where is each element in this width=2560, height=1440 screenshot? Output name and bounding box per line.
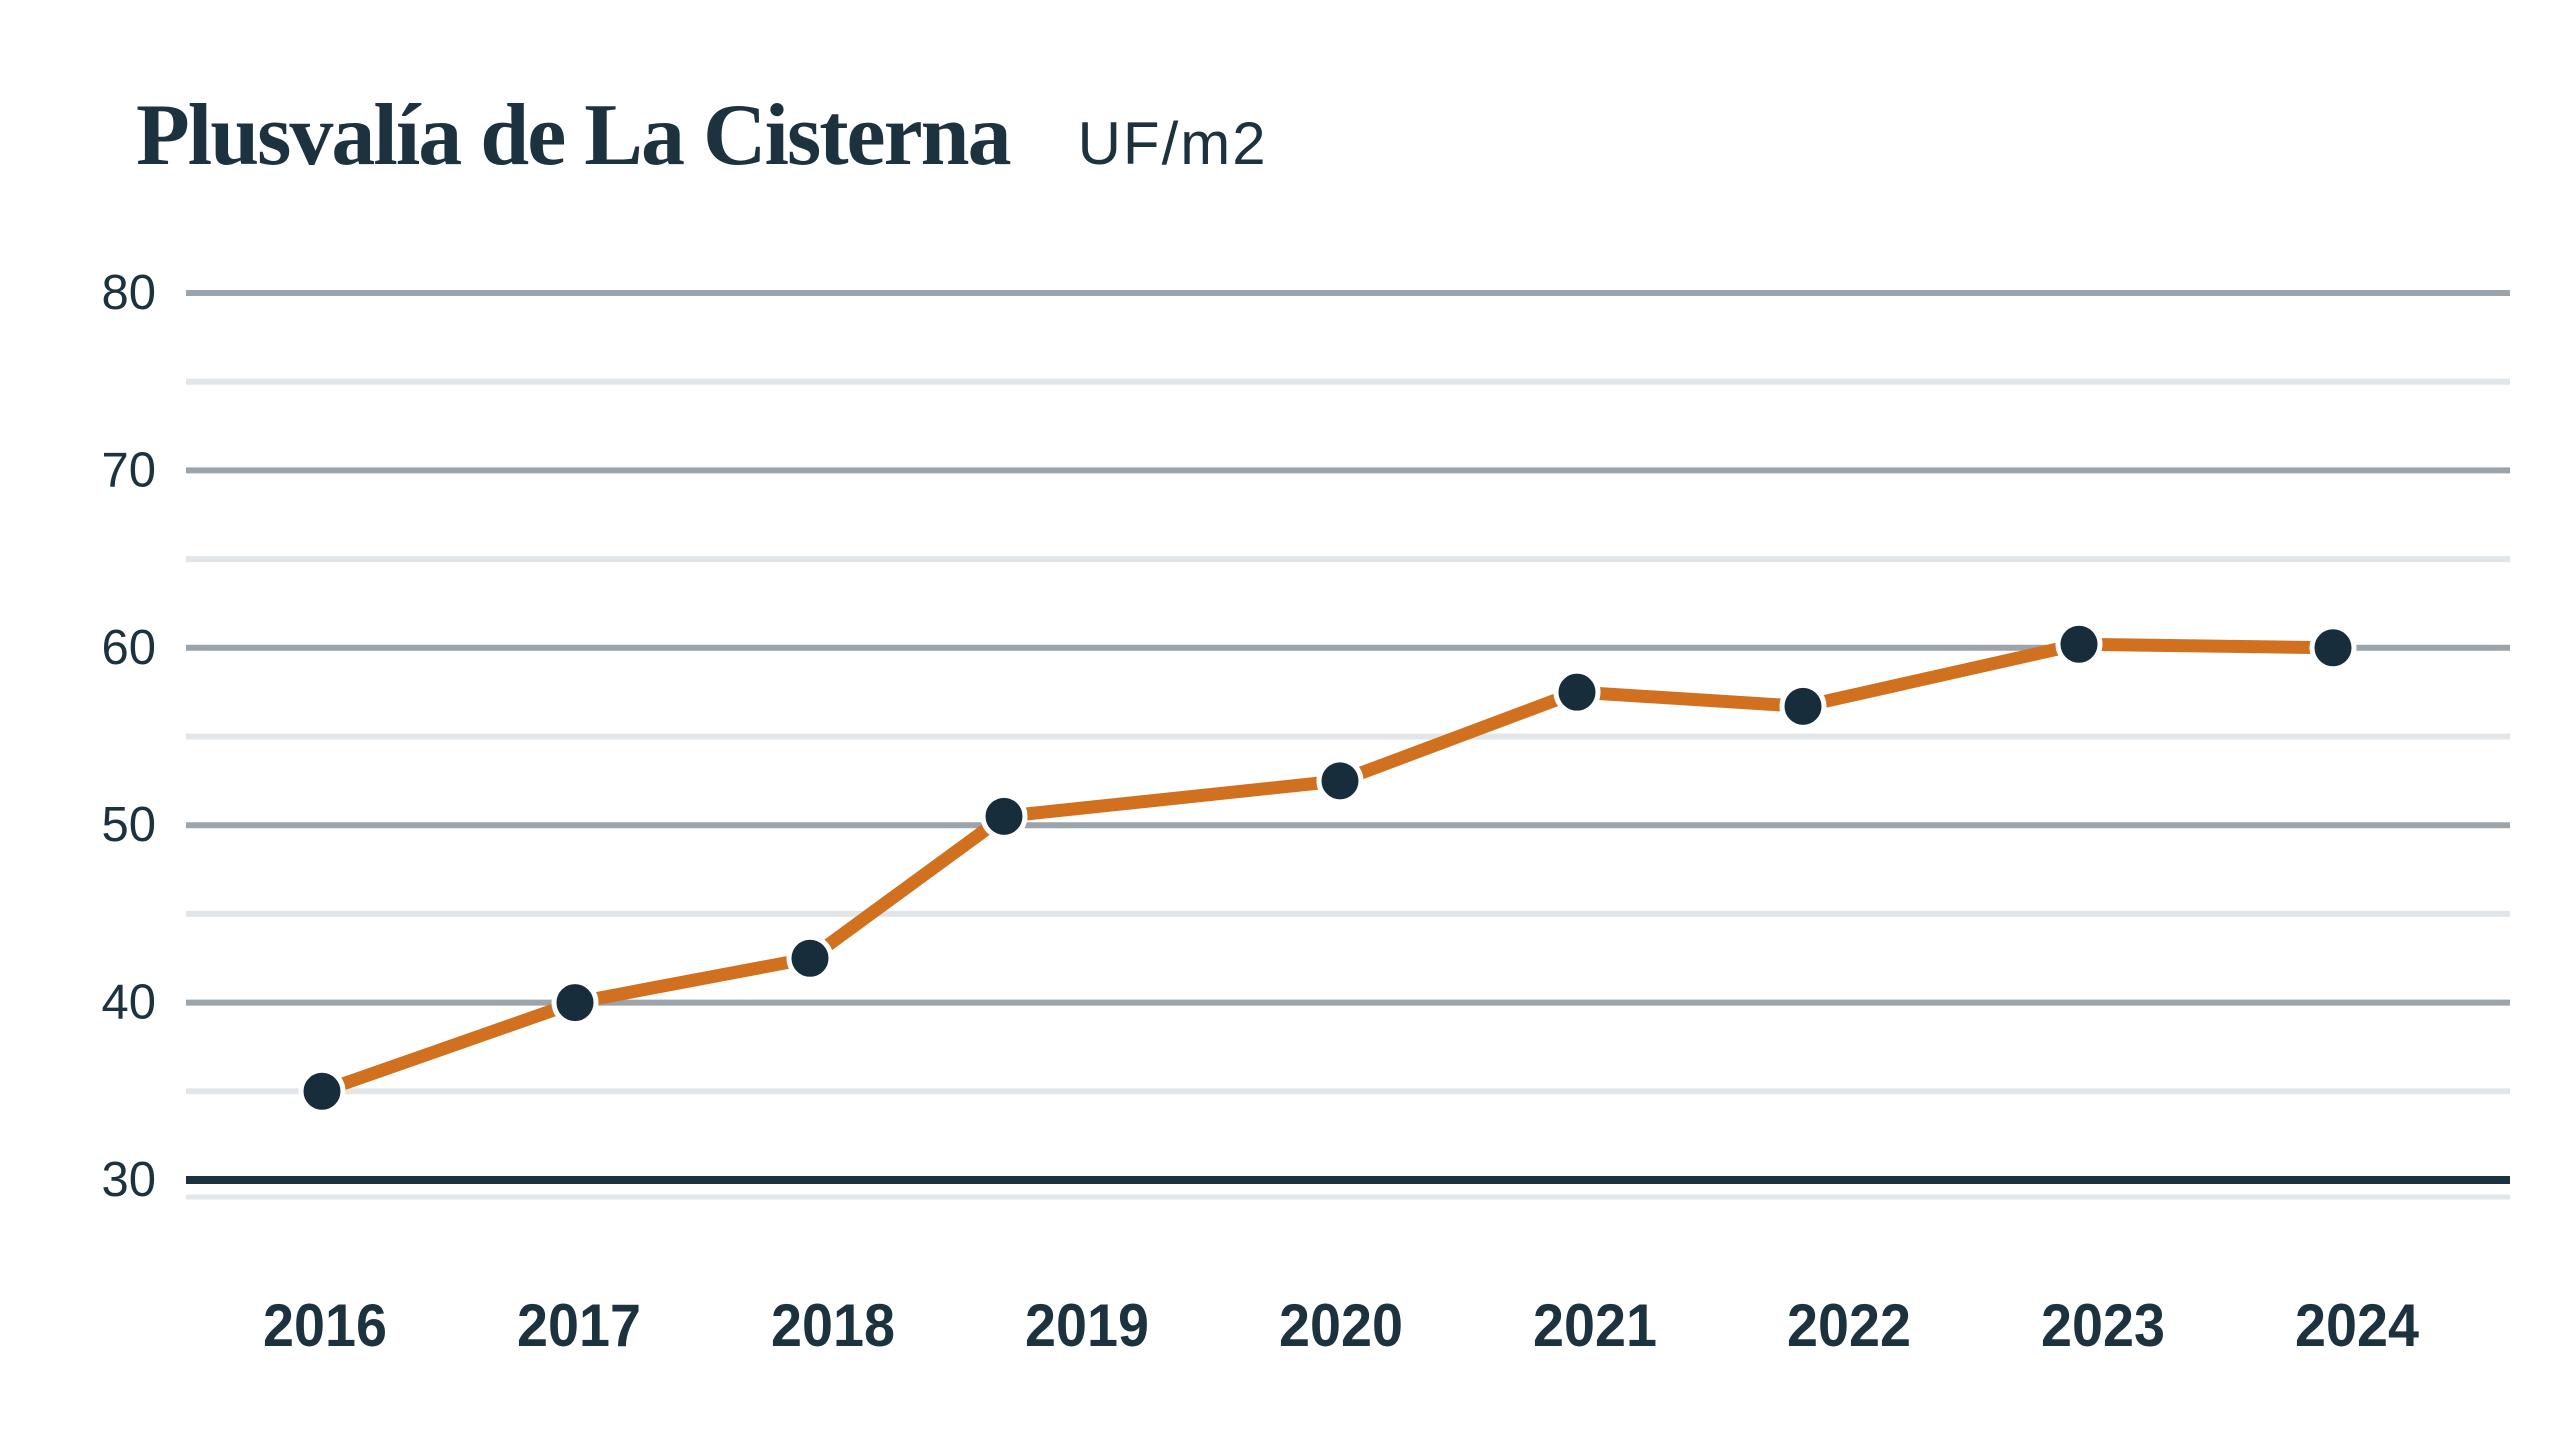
data-point — [786, 934, 834, 982]
y-tick-label: 60 — [101, 621, 156, 675]
x-tick-label: 2020 — [1279, 1292, 1403, 1359]
y-tick-label: 40 — [101, 976, 156, 1030]
x-tick-label: 2021 — [1533, 1292, 1657, 1359]
x-tick-label: 2022 — [1787, 1292, 1911, 1359]
data-point — [1553, 668, 1601, 716]
x-tick-label: 2019 — [1025, 1292, 1149, 1359]
data-point — [298, 1067, 346, 1115]
y-tick-label: 30 — [101, 1153, 156, 1207]
data-point — [1316, 757, 1364, 805]
y-tick-label: 70 — [101, 443, 156, 497]
x-tick-label: 2016 — [263, 1292, 387, 1359]
x-tick-label: 2024 — [2295, 1292, 2420, 1359]
x-tick-label: 2023 — [2041, 1292, 2165, 1359]
data-point — [980, 792, 1028, 840]
data-line — [315, 637, 2340, 1098]
data-point — [2309, 624, 2357, 672]
chart-header: Plusvalía de La Cisterna UF/m2 — [136, 92, 1268, 180]
x-tick-label: 2018 — [771, 1292, 895, 1359]
data-point — [1779, 682, 1827, 730]
y-tick-label: 50 — [101, 798, 156, 852]
data-point — [2055, 620, 2103, 668]
data-point — [551, 979, 599, 1027]
x-tick-label: 2017 — [517, 1292, 641, 1359]
chart-title: Plusvalía de La Cisterna — [136, 87, 1012, 184]
y-tick-label: 80 — [101, 266, 156, 320]
chart-unit-label: UF/m2 — [1077, 110, 1268, 177]
